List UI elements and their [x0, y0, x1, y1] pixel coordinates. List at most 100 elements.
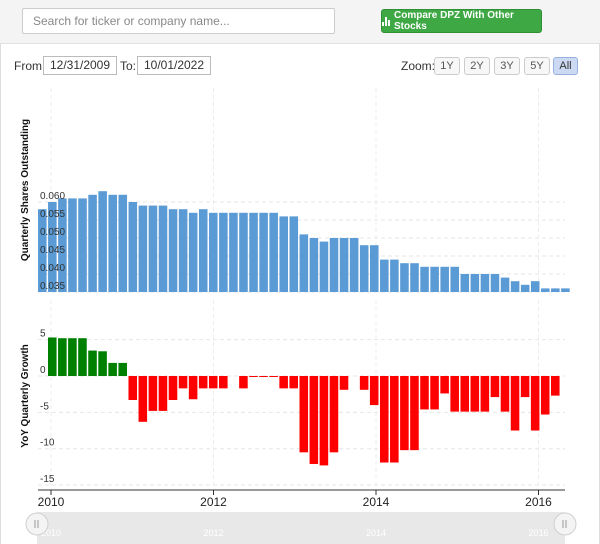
growth-bar[interactable] [400, 376, 409, 451]
shares-bar[interactable] [198, 209, 208, 292]
shares-bar[interactable] [470, 274, 480, 292]
growth-bar[interactable] [259, 376, 268, 377]
shares-bar[interactable] [410, 263, 419, 292]
growth-bar[interactable] [410, 376, 419, 451]
shares-bar[interactable] [219, 212, 228, 292]
shares-bar[interactable] [168, 209, 178, 292]
shares-bar[interactable] [58, 198, 67, 292]
growth-bar[interactable] [198, 376, 208, 389]
shares-bar[interactable] [279, 216, 288, 292]
shares-bar[interactable] [460, 274, 470, 292]
shares-bar[interactable] [551, 288, 560, 292]
growth-bar[interactable] [58, 338, 67, 376]
growth-bar[interactable] [460, 376, 470, 412]
shares-bar[interactable] [68, 198, 77, 292]
growth-bar[interactable] [379, 376, 389, 463]
growth-bar[interactable] [369, 376, 379, 406]
growth-bar[interactable] [108, 362, 117, 376]
shares-bar[interactable] [299, 234, 309, 292]
growth-bar[interactable] [249, 376, 258, 377]
shares-bar[interactable] [229, 212, 238, 292]
shares-bar[interactable] [430, 266, 439, 292]
growth-bar[interactable] [219, 376, 228, 389]
shares-bar[interactable] [490, 274, 500, 292]
shares-bar[interactable] [390, 259, 399, 292]
shares-bar[interactable] [239, 212, 248, 292]
growth-bar[interactable] [138, 376, 148, 422]
navigator-left-handle[interactable] [25, 512, 49, 536]
growth-bar[interactable] [239, 376, 248, 389]
growth-bar[interactable] [500, 376, 510, 412]
shares-bar[interactable] [108, 194, 117, 292]
search-input[interactable] [22, 8, 335, 34]
growth-bar[interactable] [279, 376, 288, 389]
shares-bar[interactable] [269, 212, 278, 292]
growth-bar[interactable] [148, 376, 158, 411]
shares-bar[interactable] [541, 288, 550, 292]
shares-bar[interactable] [440, 266, 449, 292]
growth-bar[interactable] [329, 376, 339, 453]
growth-bar[interactable] [98, 351, 107, 376]
growth-bar[interactable] [269, 376, 278, 377]
shares-bar[interactable] [38, 209, 47, 292]
growth-bar[interactable] [530, 376, 540, 431]
shares-bar[interactable] [359, 245, 369, 292]
zoom-3y-button[interactable]: 3Y [494, 57, 520, 75]
shares-bar[interactable] [329, 238, 339, 292]
shares-bar[interactable] [339, 238, 349, 292]
shares-bar[interactable] [380, 259, 389, 292]
navigator-track[interactable] [37, 512, 565, 544]
shares-bar[interactable] [349, 238, 359, 292]
shares-bar[interactable] [309, 238, 319, 292]
growth-bar[interactable] [359, 376, 369, 390]
shares-bar[interactable] [88, 194, 97, 292]
shares-bar[interactable] [158, 205, 168, 292]
growth-bar[interactable] [48, 337, 57, 376]
growth-bar[interactable] [289, 376, 298, 389]
shares-bar[interactable] [138, 205, 148, 292]
shares-bar[interactable] [500, 277, 510, 292]
shares-bar[interactable] [78, 198, 87, 292]
navigator-right-handle[interactable] [553, 512, 577, 536]
shares-bar[interactable] [480, 274, 490, 292]
shares-bar[interactable] [400, 263, 409, 292]
shares-bar[interactable] [249, 212, 258, 292]
shares-bar[interactable] [289, 216, 299, 292]
shares-bar[interactable] [48, 202, 57, 292]
zoom-1y-button[interactable]: 1Y [434, 57, 460, 75]
growth-bar[interactable] [510, 376, 520, 431]
shares-bar[interactable] [520, 284, 530, 292]
shares-bar[interactable] [259, 212, 268, 292]
shares-bar[interactable] [510, 281, 520, 292]
growth-bar[interactable] [208, 376, 218, 389]
growth-bar[interactable] [118, 362, 127, 376]
shares-bar[interactable] [530, 281, 540, 292]
zoom-5y-button[interactable]: 5Y [524, 57, 550, 75]
growth-bar[interactable] [551, 376, 560, 396]
shares-bar[interactable] [188, 212, 198, 292]
growth-bar[interactable] [168, 376, 178, 400]
growth-bar[interactable] [480, 376, 490, 412]
growth-bar[interactable] [88, 350, 97, 376]
shares-bar[interactable] [450, 266, 460, 292]
zoom-2y-button[interactable]: 2Y [464, 57, 490, 75]
shares-bar[interactable] [319, 241, 329, 292]
growth-bar[interactable] [450, 376, 459, 412]
growth-bar[interactable] [178, 376, 188, 389]
growth-bar[interactable] [68, 338, 77, 376]
growth-bar[interactable] [299, 376, 309, 453]
growth-bar[interactable] [390, 376, 399, 463]
growth-bar[interactable] [188, 376, 198, 400]
growth-bar[interactable] [128, 376, 138, 400]
growth-bar[interactable] [540, 376, 550, 415]
growth-bar[interactable] [470, 376, 480, 412]
shares-bar[interactable] [128, 202, 138, 292]
growth-bar[interactable] [158, 376, 168, 411]
from-date-input[interactable]: 12/31/2009 [43, 56, 117, 75]
shares-bar[interactable] [178, 209, 188, 292]
shares-bar[interactable] [420, 266, 429, 292]
growth-bar[interactable] [440, 376, 449, 394]
shares-bar[interactable] [118, 194, 128, 292]
compare-button[interactable]: Compare DPZ With Other Stocks [381, 9, 542, 33]
zoom-all-button[interactable]: All [553, 57, 578, 75]
